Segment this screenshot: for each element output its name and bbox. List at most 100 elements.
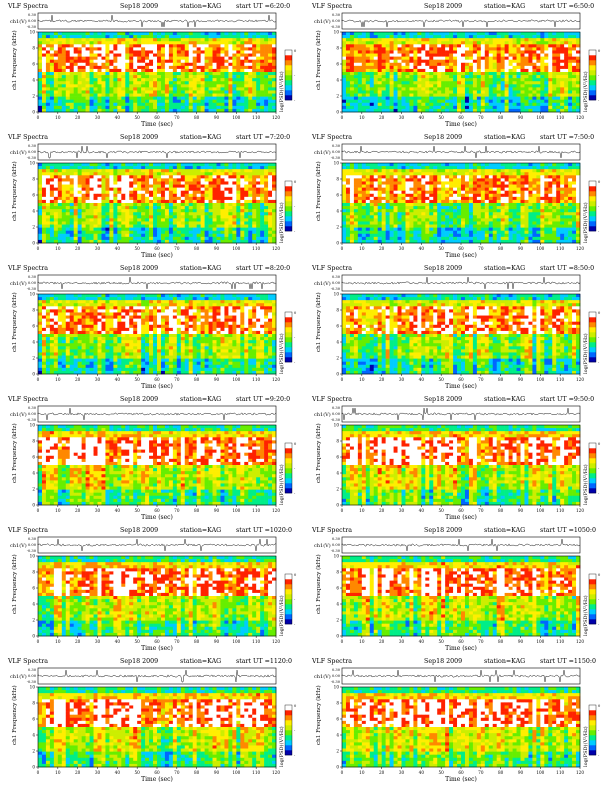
spectrogram-cell xyxy=(180,236,186,241)
spectrogram-cell xyxy=(232,102,237,107)
spectrogram-cell xyxy=(572,53,577,57)
spectrogram-cell xyxy=(121,108,126,113)
spectrogram-cell xyxy=(381,38,386,42)
spectrogram-cell xyxy=(184,84,190,88)
freq-tick-label: 8 xyxy=(336,46,339,51)
spectrogram-cell xyxy=(176,99,182,104)
spectrogram-cell xyxy=(576,84,581,88)
spectrogram-cell xyxy=(101,72,106,76)
spectrogram-cell xyxy=(256,47,261,51)
spectrogram-cell xyxy=(260,233,265,238)
spectrogram-cell xyxy=(216,72,221,76)
spectrogram-cell xyxy=(401,163,406,167)
spectrogram-cell xyxy=(268,199,273,204)
spectrogram-cell xyxy=(264,163,269,167)
spectrogram-cell xyxy=(560,38,565,42)
spectrogram-cell xyxy=(204,99,209,104)
spectrogram-cell xyxy=(472,81,478,85)
spectrogram-cell xyxy=(208,99,213,104)
spectrogram-cell xyxy=(49,53,55,57)
spectrogram-cell xyxy=(264,90,269,94)
spectrogram-cell xyxy=(137,68,142,73)
spectrogram-cell xyxy=(220,184,225,188)
spectrogram-cell xyxy=(61,196,67,201)
spectrogram-cell xyxy=(117,50,122,54)
spectrogram-cell xyxy=(81,172,86,176)
spectrogram-cell xyxy=(260,221,265,225)
spectrogram-cell xyxy=(437,81,442,85)
spectrogram-cell xyxy=(441,99,446,104)
spectrogram-cell xyxy=(45,212,51,216)
spectrogram-cell xyxy=(180,50,186,54)
spectrogram-cell xyxy=(421,81,426,85)
spectrogram-cell xyxy=(49,65,55,70)
spectrogram-cell xyxy=(488,50,494,54)
spectrogram-cell xyxy=(272,53,277,57)
spectrogram-cell xyxy=(129,35,134,39)
spectrogram-cell xyxy=(141,41,146,45)
amplitude-axis-label: ch1(V) xyxy=(314,149,331,156)
spectrogram-cell xyxy=(101,93,106,97)
spectrogram-cell xyxy=(488,47,494,51)
spectrogram-cell xyxy=(528,108,533,113)
spectrogram-cell xyxy=(93,105,98,110)
spectrogram-cell xyxy=(361,163,367,167)
spectrogram-cell xyxy=(157,206,162,210)
spectrogram-cell xyxy=(101,68,106,73)
spectrogram-cell xyxy=(117,62,122,67)
spectrogram-cell xyxy=(232,233,237,238)
spectrogram-cell xyxy=(145,72,150,76)
spectrogram-cell xyxy=(264,32,269,36)
spectrogram-cell xyxy=(38,178,43,182)
spectrogram-cell xyxy=(81,206,86,210)
spectrogram-cell xyxy=(256,184,261,188)
spectrogram-cell xyxy=(216,78,221,82)
spectrogram-cell xyxy=(45,50,51,54)
spectrogram-cell xyxy=(461,105,466,110)
spectrogram-cell xyxy=(41,81,47,85)
spectrogram-cell xyxy=(141,206,146,210)
spectrogram-cell xyxy=(272,78,277,82)
spectrogram-cell xyxy=(200,53,205,57)
freq-tick-label: 10 xyxy=(30,161,36,166)
spectrogram-cell xyxy=(168,193,174,198)
spectrogram-cell xyxy=(248,78,253,82)
spectrogram-cell xyxy=(548,62,553,67)
spectrogram-cell xyxy=(141,35,146,39)
spectrogram-cell xyxy=(160,32,166,36)
spectrogram-cell xyxy=(512,163,517,167)
spectrogram-cell xyxy=(149,93,154,97)
spectrogram-cell xyxy=(433,166,438,170)
spectrogram-cell xyxy=(240,32,245,36)
spectrogram-cell xyxy=(453,68,458,73)
spectrogram-cell xyxy=(252,47,257,51)
spectrogram-cell xyxy=(208,221,213,225)
spectrogram-cell xyxy=(342,99,347,104)
spectrogram-cell xyxy=(65,90,71,94)
time-tick-label: 20 xyxy=(75,115,81,120)
spectrogram-cell xyxy=(377,90,382,94)
spectrogram-cell xyxy=(272,221,277,225)
spectrogram-cell xyxy=(153,90,158,94)
spectrogram-cell xyxy=(264,102,269,107)
spectrogram-cell xyxy=(69,62,74,67)
spectrogram-cell xyxy=(357,56,363,60)
spectrogram-cell xyxy=(260,181,265,185)
spectrogram-cell xyxy=(216,184,221,188)
spectrogram-cell xyxy=(164,163,170,167)
spectrogram-cell xyxy=(113,68,118,73)
spectrogram-cell xyxy=(532,44,537,48)
spectrogram-cell xyxy=(540,108,545,113)
spectrogram-cell xyxy=(236,184,241,188)
spectrogram-cell xyxy=(89,38,94,42)
spectrogram-cell xyxy=(397,166,402,170)
spectrogram-cell xyxy=(369,65,375,70)
spectrogram-cell xyxy=(157,163,162,167)
spectrogram-cell xyxy=(572,50,577,54)
spectrogram-cell xyxy=(49,209,55,213)
spectrogram-cell xyxy=(476,84,482,88)
spectrogram-cell xyxy=(457,35,462,39)
spectrogram-cell xyxy=(81,163,86,167)
spectrogram-cell xyxy=(53,108,59,113)
spectrogram-cell xyxy=(180,230,186,235)
